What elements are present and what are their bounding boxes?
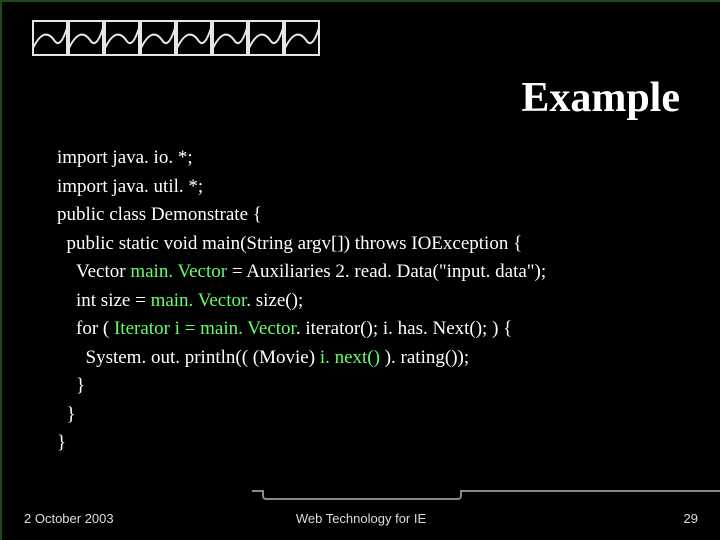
code-line: Vector main. Vector = Auxiliaries 2. rea… [57, 258, 680, 287]
code-text: for ( [76, 318, 114, 339]
code-line: public static void main(String argv[]) t… [57, 230, 680, 259]
decor-box [32, 20, 68, 56]
code-text: System. out. println(( (Movie) [86, 347, 320, 368]
code-line: import java. util. *; [57, 173, 680, 202]
code-text: public class Demonstrate { [57, 204, 262, 225]
code-text: import java. io. *; [57, 147, 193, 168]
highlighted-text: main. Vector [151, 290, 247, 311]
decor-box [212, 20, 248, 56]
code-text: int size = [76, 290, 151, 311]
decor-box [140, 20, 176, 56]
code-block: import java. io. *; import java. util. *;… [57, 144, 680, 458]
code-line: } [57, 429, 680, 458]
code-text: ). rating()); [380, 347, 469, 368]
decor-box [248, 20, 284, 56]
decor-box [176, 20, 212, 56]
code-line: import java. io. *; [57, 144, 680, 173]
decor-box [104, 20, 140, 56]
footer-tab [262, 490, 462, 500]
decorative-border [32, 20, 320, 56]
code-line: } [57, 372, 680, 401]
code-text: = Auxiliaries 2. read. Data("input. data… [227, 261, 546, 282]
code-text: . iterator(); i. has. Next(); ) { [296, 318, 512, 339]
code-line: for ( Iterator i = main. Vector. iterato… [57, 315, 680, 344]
highlighted-text: main. Vector [130, 261, 227, 282]
code-line: } [57, 401, 680, 430]
highlighted-text: Iterator i = main. Vector [114, 318, 296, 339]
code-text: public static void main(String argv[]) t… [67, 233, 523, 254]
footer-page: 29 [684, 511, 698, 526]
code-text: import java. util. *; [57, 176, 203, 197]
slide-title: Example [521, 74, 680, 122]
footer-center: Web Technology for IE [2, 511, 720, 526]
decor-box [284, 20, 320, 56]
code-line: System. out. println(( (Movie) i. next()… [57, 344, 680, 373]
code-line: public class Demonstrate { [57, 201, 680, 230]
footer: 2 October 2003 Web Technology for IE 29 [2, 500, 720, 526]
code-line: int size = main. Vector. size(); [57, 287, 680, 316]
highlighted-text: i. next() [320, 347, 380, 368]
code-text: } [57, 432, 66, 453]
code-text: . size(); [246, 290, 303, 311]
decor-box [68, 20, 104, 56]
code-text: } [76, 375, 85, 396]
code-text: Vector [76, 261, 130, 282]
code-text: } [67, 404, 76, 425]
slide: Example import java. io. *;import java. … [0, 0, 720, 540]
